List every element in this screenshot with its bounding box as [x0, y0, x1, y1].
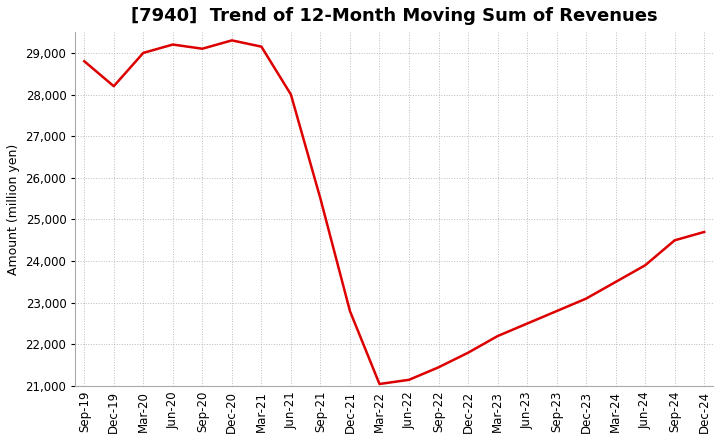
Title: [7940]  Trend of 12-Month Moving Sum of Revenues: [7940] Trend of 12-Month Moving Sum of R…: [131, 7, 657, 25]
Y-axis label: Amount (million yen): Amount (million yen): [7, 143, 20, 275]
